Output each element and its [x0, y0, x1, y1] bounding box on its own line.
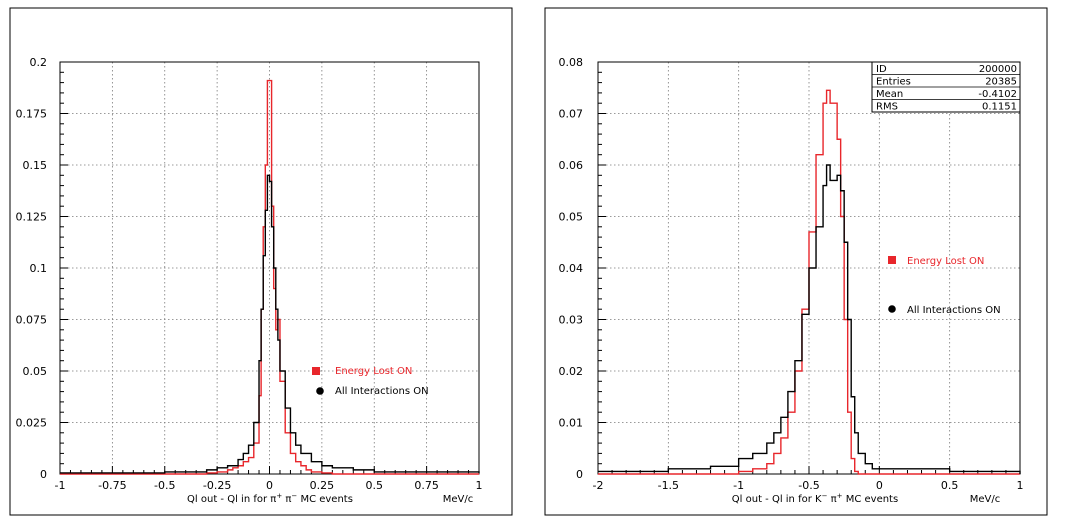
stats-value: 0.1151 [982, 102, 1017, 113]
stats-label: RMS [876, 102, 898, 113]
series-line-all-interactions [598, 164, 1021, 474]
series-line-all-interactions [60, 174, 480, 474]
y-tick-label: 0.03 [559, 314, 584, 327]
y-tick-label: 0.01 [559, 417, 584, 430]
stats-value: 200000 [979, 64, 1017, 75]
x-tick-label: 0.5 [941, 479, 959, 492]
y-tick-label: 0.025 [16, 417, 48, 430]
x-tick-label: -0.25 [203, 479, 231, 492]
legend-marker-square [312, 367, 320, 375]
x-axis-unit: MeV/c [443, 494, 474, 505]
x-tick-label: -1 [733, 479, 744, 492]
y-tick-label: 0.06 [559, 159, 584, 172]
x-tick-label: -1.5 [658, 479, 679, 492]
stats-value: -0.4102 [978, 89, 1017, 100]
axis-ticks [597, 61, 1021, 475]
x-tick-label: 0.75 [414, 479, 439, 492]
y-tick-label: 0 [40, 468, 47, 481]
stats-label: ID [876, 64, 887, 75]
y-tick-label: 0.1 [30, 262, 48, 275]
stats-value: 20385 [985, 77, 1017, 88]
x-tick-label: 1 [1017, 479, 1024, 492]
y-tick-label: 0 [576, 468, 583, 481]
panel-frame [9, 7, 513, 516]
x-tick-label: -1 [55, 479, 66, 492]
y-tick-label: 0.02 [559, 365, 584, 378]
left-histogram-panel: -1 -0.75 -0.5 -0.25 0 0.25 0.5 0.75 1 0 0.025 0.05 0… [9, 7, 513, 516]
legend-label: Energy Lost ON [335, 366, 412, 377]
x-tick-label: -0.5 [798, 479, 819, 492]
x-tick-label: 0.25 [310, 479, 335, 492]
x-tick-label: 0 [266, 479, 273, 492]
legend-marker-circle [316, 387, 324, 395]
y-tick-label: 0.2 [30, 56, 48, 69]
y-tick-label: 0.175 [16, 108, 48, 121]
x-axis-title: Ql out - Ql in for K− π+ MC events [732, 492, 898, 505]
x-axis-title: Ql out - Ql in for π+ π− MC events [187, 492, 353, 505]
x-tick-label: -0.75 [98, 479, 126, 492]
y-tick-label: 0.08 [559, 56, 584, 69]
x-tick-label: 1 [476, 479, 483, 492]
legend-marker-circle [888, 305, 896, 313]
stats-box: ID 200000 Entries 20385 Mean -0.4102 RMS 0.1151 [871, 61, 1021, 113]
x-tick-label: 0 [876, 479, 883, 492]
y-tick-label: 0.04 [559, 262, 584, 275]
series-line-energy-lost [598, 89, 1020, 475]
y-tick-label: 0.15 [23, 159, 48, 172]
y-tick-label: 0.05 [559, 211, 584, 224]
stats-label: Mean [876, 89, 903, 100]
series-line-energy-lost [60, 79, 479, 475]
right-histogram-panel: -2 -1.5 -1 -0.5 0 0.5 1 0 0.01 0.02 0.03 0.04 0.05 0.… [544, 7, 1048, 516]
y-tick-label: 0.05 [23, 365, 48, 378]
x-axis-unit: MeV/c [970, 494, 1001, 505]
y-tick-label: 0.125 [16, 211, 48, 224]
legend-label: All Interactions ON [335, 386, 429, 397]
legend-label: Energy Lost ON [907, 256, 984, 267]
legend-label: All Interactions ON [907, 305, 1001, 316]
x-tick-label: -2 [593, 479, 604, 492]
x-tick-label: -0.5 [154, 479, 175, 492]
y-tick-label: 0.075 [16, 314, 48, 327]
y-tick-label: 0.07 [559, 108, 584, 121]
x-tick-label: 0.5 [366, 479, 384, 492]
stats-label: Entries [876, 77, 911, 88]
legend-marker-square [888, 256, 896, 264]
